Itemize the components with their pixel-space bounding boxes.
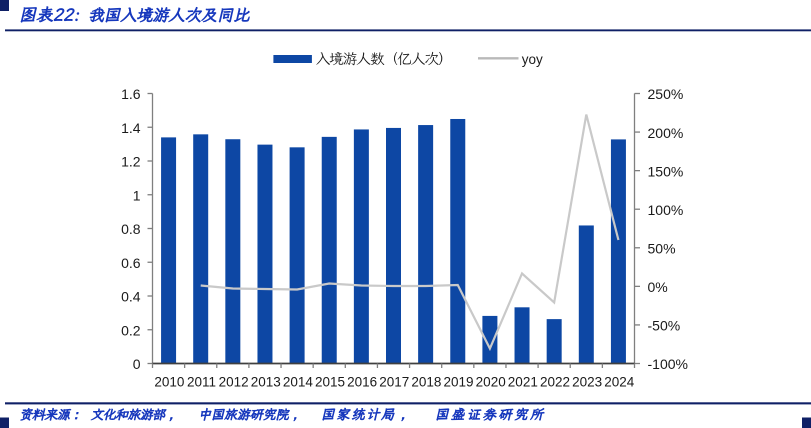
svg-text:2015: 2015: [315, 375, 345, 390]
svg-text:1.6: 1.6: [121, 86, 141, 102]
svg-text:2012: 2012: [219, 375, 249, 390]
svg-text:1: 1: [133, 187, 141, 203]
svg-text:2022: 2022: [540, 375, 570, 390]
svg-text:0.4: 0.4: [121, 289, 141, 305]
svg-text:2010: 2010: [154, 375, 184, 390]
svg-text:-100%: -100%: [648, 356, 688, 372]
svg-text:2013: 2013: [251, 375, 281, 390]
svg-text:0.8: 0.8: [121, 221, 141, 237]
svg-text:yoy: yoy: [522, 52, 543, 67]
svg-text:2020: 2020: [476, 375, 506, 390]
svg-text:250%: 250%: [648, 86, 684, 102]
svg-text:150%: 150%: [648, 163, 684, 179]
svg-text:2017: 2017: [379, 375, 409, 390]
svg-text:0.6: 0.6: [121, 255, 141, 271]
svg-text:0%: 0%: [648, 279, 668, 295]
svg-text:0.2: 0.2: [121, 322, 141, 338]
svg-text:2021: 2021: [508, 375, 538, 390]
svg-text:2023: 2023: [572, 375, 602, 390]
svg-text:2019: 2019: [444, 375, 474, 390]
svg-text:2011: 2011: [187, 375, 216, 390]
svg-text:2016: 2016: [347, 375, 377, 390]
svg-text:0: 0: [133, 356, 141, 372]
svg-text:100%: 100%: [648, 202, 684, 218]
svg-text:2014: 2014: [283, 375, 314, 390]
svg-text:1.2: 1.2: [121, 154, 141, 170]
svg-text:50%: 50%: [648, 240, 676, 256]
svg-text:1.4: 1.4: [121, 120, 141, 136]
svg-text:-50%: -50%: [648, 318, 681, 334]
svg-text:2024: 2024: [604, 375, 635, 390]
svg-text:200%: 200%: [648, 125, 684, 141]
svg-text:2018: 2018: [411, 375, 441, 390]
